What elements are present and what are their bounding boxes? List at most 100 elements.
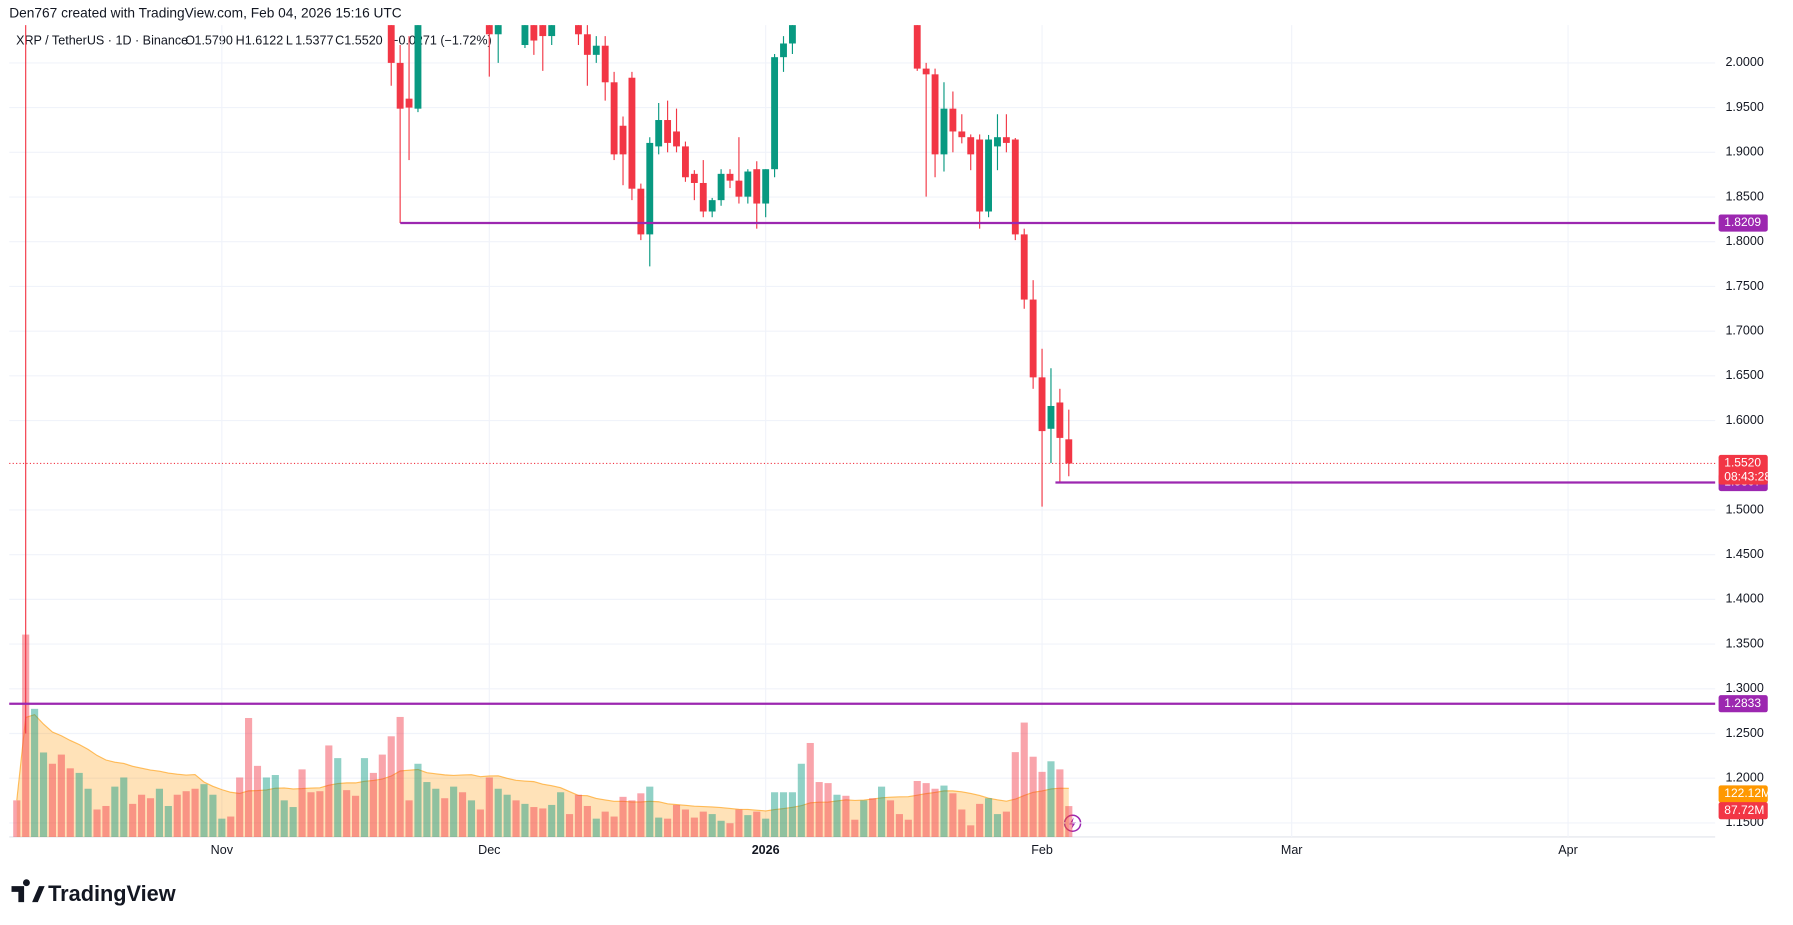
volume-bar [48, 763, 57, 837]
brand: TradingView [48, 881, 176, 906]
candle-body [1038, 377, 1046, 432]
last-price-label-text: 1.5520 [1724, 456, 1761, 470]
volume-bar [111, 786, 119, 837]
x-tick-label: 2026 [752, 843, 780, 857]
y-tick-label: 1.4500 [1725, 547, 1763, 561]
candle-body [708, 200, 716, 212]
legend-change: −0.0271 (−1.72%) [391, 33, 492, 47]
volume-bar [164, 805, 172, 837]
candle-body [494, 25, 502, 35]
volume-bar [360, 758, 369, 837]
volume-bar [681, 809, 689, 837]
volume-bar [726, 823, 734, 837]
volume-bar [574, 794, 583, 837]
credit: Den767 created with TradingView.com, Feb… [9, 5, 402, 20]
candle-body [610, 82, 618, 155]
volume-bar [485, 777, 493, 837]
volume-bar [771, 792, 779, 837]
volume-bar [66, 768, 74, 837]
y-tick-label: 1.4000 [1725, 592, 1763, 606]
y-tick-label: 1.8500 [1725, 189, 1763, 203]
volume-bar [458, 792, 467, 837]
volume-bar [833, 794, 841, 837]
candle-body [1056, 402, 1064, 438]
candle-body [485, 25, 493, 35]
volume-bar [512, 800, 520, 837]
volume-bar [182, 791, 190, 837]
volume-bar [1002, 811, 1010, 837]
volume-bar [708, 814, 716, 837]
candle-body [949, 108, 957, 132]
volume-bar [779, 792, 788, 837]
volume-bar [200, 784, 208, 837]
level-label-box [1718, 214, 1768, 232]
brand-logo [11, 879, 45, 903]
volume-bar [138, 794, 146, 837]
volume-bar [601, 811, 609, 837]
volume-bar [521, 803, 529, 837]
symbol-title: XRP / TetherUS · 1D · Binance [16, 33, 188, 47]
volume-bar [922, 783, 930, 837]
volume-bar [245, 717, 253, 837]
candle-body [717, 173, 725, 201]
volume-bar [842, 795, 850, 837]
volume-bar [494, 788, 502, 837]
y-tick-label: 1.7500 [1725, 279, 1763, 293]
volume-bar [958, 809, 966, 837]
legend-key: H [236, 33, 245, 47]
volume-bar [280, 800, 288, 837]
y-tick-label: 1.6000 [1725, 413, 1763, 427]
volume-bar [976, 803, 984, 837]
candle-body [1020, 234, 1028, 300]
candle-body [940, 108, 948, 155]
volume-bar [1047, 761, 1055, 837]
volume-bar [369, 772, 377, 837]
level-label-text: 1.8209 [1724, 215, 1761, 229]
candle-body [726, 173, 734, 181]
volume-bar [253, 765, 262, 837]
volume-bar [984, 798, 993, 837]
volume-bar [949, 793, 957, 837]
y-tick-label: 1.5000 [1725, 502, 1763, 516]
volume-bar [102, 805, 110, 837]
candle-body [931, 74, 939, 155]
volume-bar [886, 800, 895, 837]
candle-body [994, 137, 1001, 147]
volume-bar [664, 818, 672, 837]
volume-bar [378, 754, 386, 837]
volume-bar [396, 716, 404, 837]
x-tick-label: Nov [211, 843, 234, 857]
volume-bar [619, 796, 627, 837]
volume-bar [316, 791, 324, 837]
volume-bar [343, 790, 351, 837]
candle-body [1002, 137, 1010, 143]
y-tick-label: 1.6500 [1725, 368, 1763, 382]
volume-bar [476, 809, 484, 837]
volume-bar [967, 825, 975, 837]
volume-bar [806, 742, 814, 837]
volume-bar [895, 814, 903, 837]
candle-body [521, 25, 529, 46]
volume-bar [298, 769, 306, 837]
volume-bar [860, 800, 868, 837]
candle-body [735, 180, 743, 197]
volume-bar [13, 800, 21, 837]
volume-ma-line [16, 713, 1069, 812]
candle-body [788, 25, 796, 44]
x-tick-label: Apr [1558, 843, 1578, 857]
candle-body [575, 25, 582, 35]
volume-bar [672, 804, 681, 837]
volume-ma-label-box [1718, 785, 1768, 803]
candle-body [387, 25, 395, 63]
candle-body [1011, 139, 1019, 235]
volume-bar [39, 752, 48, 837]
y-tick-label: 2.0000 [1725, 55, 1763, 69]
volume-bar [31, 708, 39, 837]
candle-body [762, 169, 770, 204]
y-tick-label: 1.2500 [1725, 726, 1763, 740]
candle-body [646, 142, 654, 235]
volume-bar [646, 786, 654, 837]
x-tick-label: Mar [1281, 843, 1303, 857]
plot-area [13, 25, 1073, 837]
